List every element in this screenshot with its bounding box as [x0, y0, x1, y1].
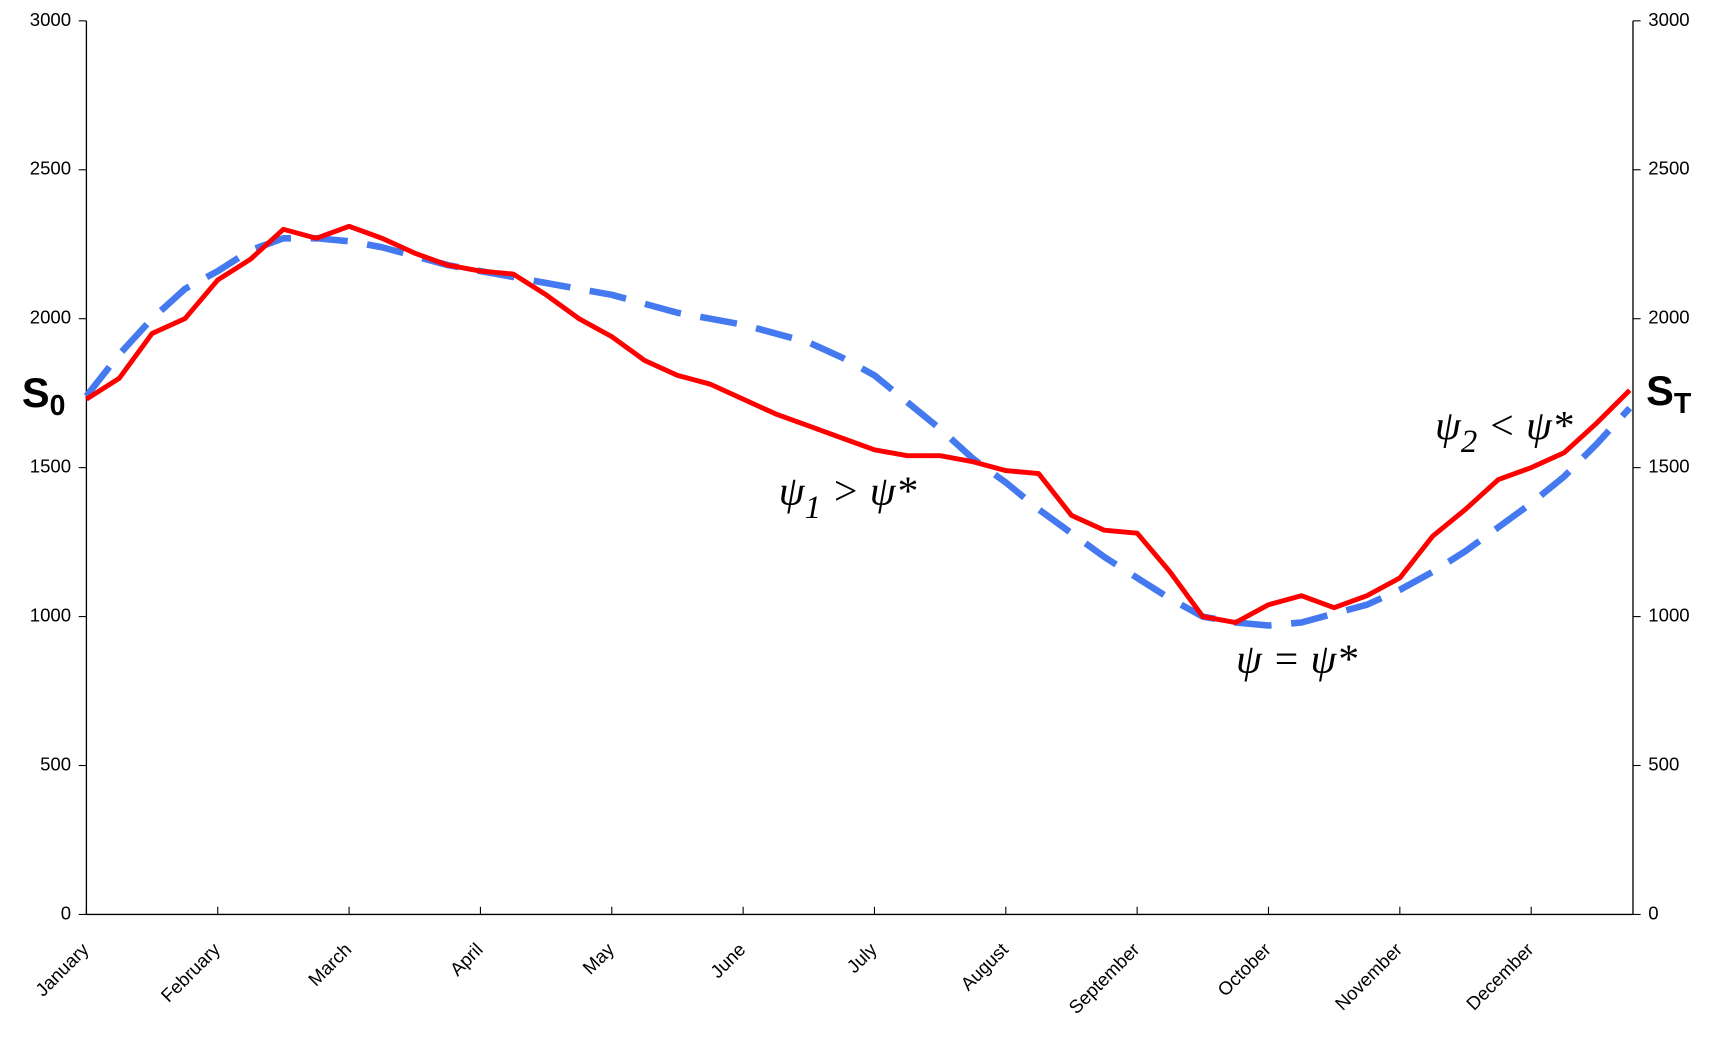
- x-tick-label: September: [1064, 939, 1143, 1018]
- x-tick-label: March: [304, 939, 355, 990]
- y-tick-label: 500: [40, 753, 71, 774]
- annotation: S0: [22, 369, 66, 421]
- y-tick-label: 2000: [30, 307, 71, 328]
- y2-tick-label: 1000: [1648, 604, 1689, 625]
- x-tick-label: May: [578, 938, 618, 978]
- y2-tick-label: 0: [1648, 902, 1658, 923]
- series-line: [83, 235, 1633, 629]
- x-tick-label: October: [1213, 939, 1275, 1001]
- x-tick-label: January: [31, 938, 93, 1000]
- x-tick-label: June: [706, 939, 749, 982]
- y-tick-label: 1500: [30, 456, 71, 477]
- x-tick-label: November: [1331, 939, 1406, 1014]
- y2-tick-label: 2500: [1648, 158, 1689, 179]
- annotation: ST: [1646, 367, 1692, 419]
- y-tick-label: 2500: [30, 158, 71, 179]
- x-tick-label: February: [157, 938, 225, 1006]
- y2-tick-label: 3000: [1648, 9, 1689, 30]
- y2-tick-label: 500: [1648, 753, 1679, 774]
- y2-tick-label: 2000: [1648, 307, 1689, 328]
- series-line: [85, 223, 1632, 625]
- annotation: ψ = ψ*: [1236, 635, 1357, 681]
- x-tick-label: December: [1462, 939, 1537, 1014]
- y-tick-label: 1000: [30, 604, 71, 625]
- x-tick-label: April: [446, 939, 487, 980]
- x-tick-label: August: [956, 938, 1012, 994]
- y-tick-label: 0: [61, 902, 71, 923]
- x-tick-label: July: [843, 938, 882, 977]
- y2-tick-label: 1500: [1648, 456, 1689, 477]
- annotation: ψ1 > ψ*: [779, 467, 917, 525]
- annotation: ψ2 < ψ*: [1435, 401, 1573, 459]
- y-tick-label: 3000: [30, 9, 71, 30]
